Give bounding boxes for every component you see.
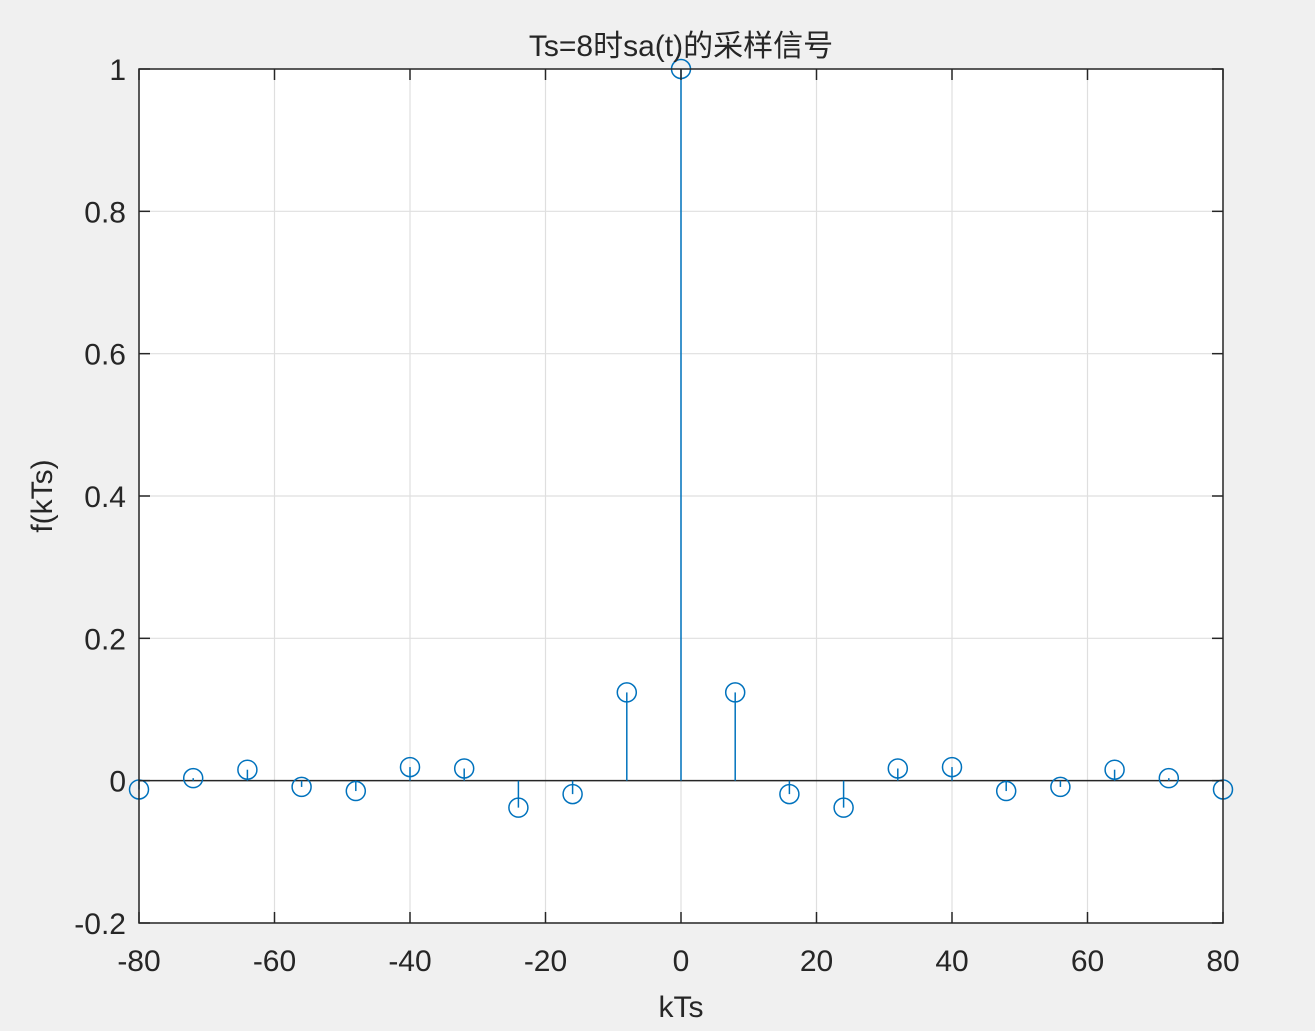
y-tick-label: 0.2	[84, 623, 126, 656]
y-tick-label: -0.2	[74, 908, 126, 941]
stem-marker	[616, 682, 638, 703]
stem-marker	[182, 767, 204, 789]
x-tick-label: 20	[800, 945, 833, 978]
stem-marker	[995, 780, 1017, 802]
y-tick-labels: -0.2 0 0.2 0.4 0.6 0.8 1	[74, 54, 126, 941]
x-tick-label: -80	[117, 945, 160, 978]
chart-title: Ts=8时sa(t)的采样信号	[529, 30, 833, 63]
x-tick-labels: -80 -60 -40 -20 0 20 40 60 80	[117, 945, 1239, 978]
stem-marker	[887, 758, 909, 779]
x-tick-label: 80	[1206, 945, 1239, 978]
y-axis-label: f(kTs)	[26, 459, 59, 532]
y-tick-label: 0.6	[84, 339, 126, 372]
stem-marker	[562, 783, 583, 805]
stem-marker	[779, 783, 800, 805]
stem-marker	[1050, 776, 1071, 798]
x-tick-label: 40	[935, 945, 968, 978]
y-tick-label: 0.4	[84, 481, 126, 514]
stem-marker	[291, 776, 312, 798]
stem-marker	[453, 758, 475, 779]
x-tick-label: 60	[1071, 945, 1104, 978]
y-tick-label: 1	[109, 54, 126, 87]
y-tick-label: 0.8	[84, 196, 126, 229]
stem-marker	[399, 756, 421, 778]
stem-marker	[345, 780, 367, 802]
x-tick-label: -60	[253, 945, 296, 978]
stem-marker	[237, 759, 258, 780]
x-tick-label: -20	[524, 945, 567, 978]
stem-marker	[1158, 767, 1180, 789]
axis-ticks	[138, 68, 1224, 924]
x-axis-label: kTs	[659, 991, 704, 1024]
stem-marker	[1104, 759, 1125, 780]
x-tick-label: -40	[388, 945, 431, 978]
stem-marker	[508, 797, 529, 818]
stem-marker	[833, 797, 854, 818]
y-tick-label: 0	[109, 766, 126, 799]
x-tick-label: 0	[673, 945, 690, 978]
stem-marker	[724, 682, 746, 703]
stem-marker	[941, 756, 963, 778]
